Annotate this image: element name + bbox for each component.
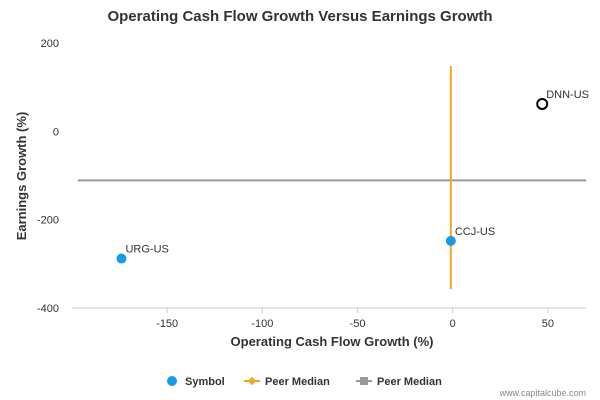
- point-urg-us: [116, 253, 127, 264]
- x-tick-label: -50: [350, 318, 366, 330]
- point-label-urg-us: URG-US: [125, 244, 168, 256]
- legend-diamond-icon: [247, 376, 257, 386]
- chart-title: Operating Cash Flow Growth Versus Earnin…: [107, 8, 492, 25]
- x-tick-label: 50: [542, 318, 554, 330]
- y-tick-label: -400: [37, 303, 59, 315]
- x-tick-label: 0: [450, 318, 456, 330]
- data-points: DNN-US CCJ-US URG-US: [116, 89, 589, 264]
- legend-symbol-icon: [167, 376, 177, 386]
- legend-label: Symbol: [185, 376, 225, 388]
- point-label-dnn-us: DNN-US: [546, 89, 589, 101]
- y-tick-label: 200: [41, 38, 59, 50]
- legend-label: Peer Median: [265, 376, 330, 388]
- x-axis-title: Operating Cash Flow Growth (%): [231, 334, 434, 349]
- legend: Symbol Peer Median Peer Median: [167, 376, 442, 388]
- point-ccj-us: [445, 235, 456, 246]
- x-tick-label: -100: [251, 318, 273, 330]
- y-tick-label: 0: [53, 126, 59, 138]
- y-axis-ticks: 200 0 -200 -400: [37, 38, 59, 315]
- x-tick-label: -150: [156, 318, 178, 330]
- legend-square-icon: [360, 377, 368, 385]
- y-axis-title: Earnings Growth (%): [14, 112, 29, 241]
- legend-label: Peer Median: [377, 376, 442, 388]
- credit-text: www.capitalcube.com: [498, 388, 586, 398]
- y-tick-label: -200: [37, 215, 59, 227]
- point-dnn-us: [536, 97, 549, 110]
- point-label-ccj-us: CCJ-US: [455, 226, 495, 238]
- x-axis-ticks: -150 -100 -50 0 50: [156, 308, 554, 330]
